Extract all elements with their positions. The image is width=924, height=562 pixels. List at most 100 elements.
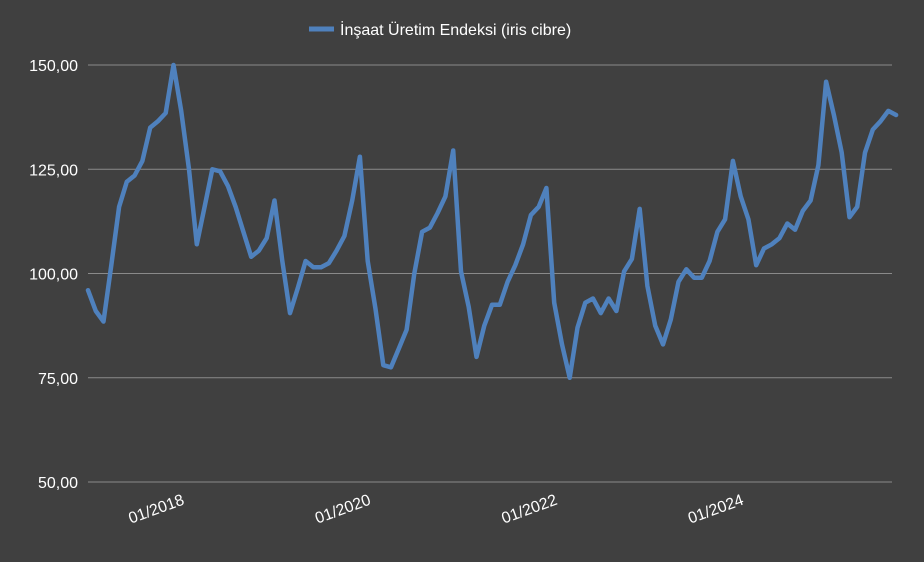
data-point <box>700 276 704 280</box>
data-point <box>739 194 743 198</box>
data-point <box>241 230 245 234</box>
data-point <box>366 259 370 263</box>
data-point <box>715 230 719 234</box>
data-point <box>762 247 766 251</box>
data-point <box>645 284 649 288</box>
data-point <box>778 236 782 240</box>
data-point <box>848 215 852 219</box>
data-point <box>420 230 424 234</box>
data-point <box>816 163 820 167</box>
data-point <box>109 263 113 267</box>
data-point <box>342 234 346 238</box>
y-tick-label: 100,00 <box>29 267 78 284</box>
data-point <box>708 259 712 263</box>
data-point <box>746 217 750 221</box>
data-point <box>94 309 98 313</box>
y-tick-label: 125,00 <box>29 162 78 179</box>
data-point <box>397 347 401 351</box>
data-point <box>521 242 525 246</box>
data-point <box>871 128 875 132</box>
x-tick-label: 01/2018 <box>126 492 186 528</box>
data-point <box>513 263 517 267</box>
data-point <box>249 255 253 259</box>
data-point <box>568 376 572 380</box>
data-point <box>164 111 168 115</box>
data-point <box>677 280 681 284</box>
data-point <box>537 205 541 209</box>
data-point <box>754 263 758 267</box>
data-point <box>809 199 813 203</box>
data-point <box>405 328 409 332</box>
data-point <box>86 288 90 292</box>
data-point <box>544 186 548 190</box>
data-point <box>156 119 160 123</box>
data-point <box>793 228 797 232</box>
data-point <box>692 276 696 280</box>
data-point <box>638 207 642 211</box>
data-point <box>467 305 471 309</box>
data-point <box>886 109 890 113</box>
data-point <box>381 363 385 367</box>
x-tick-label: 01/2024 <box>686 492 746 528</box>
data-point <box>304 259 308 263</box>
data-point <box>428 226 432 230</box>
data-point <box>117 205 121 209</box>
data-point <box>630 257 634 261</box>
data-point <box>475 355 479 359</box>
data-point <box>653 324 657 328</box>
data-point <box>412 272 416 276</box>
data-point <box>560 342 564 346</box>
data-point <box>490 303 494 307</box>
data-point <box>832 113 836 117</box>
series-layer <box>85 62 899 381</box>
data-point <box>218 169 222 173</box>
y-axis-ticks: 50,00 75,00 100,00 125,00 150,00 <box>29 58 78 492</box>
data-point <box>195 242 199 246</box>
data-point <box>879 119 883 123</box>
data-point <box>280 259 284 263</box>
x-tick-label: 01/2022 <box>499 492 559 528</box>
data-point <box>257 249 261 253</box>
y-tick-label: 150,00 <box>29 58 78 75</box>
data-point <box>591 297 595 301</box>
data-point <box>863 151 867 155</box>
data-point <box>723 217 727 221</box>
data-point <box>327 261 331 265</box>
data-point <box>599 311 603 315</box>
legend-label: İnşaat Üretim Endeksi (iris cibre) <box>340 20 571 39</box>
data-point <box>529 213 533 217</box>
data-point <box>288 311 292 315</box>
data-point <box>770 242 774 246</box>
data-point <box>319 265 323 269</box>
data-point <box>614 309 618 313</box>
data-point <box>374 307 378 311</box>
data-point <box>140 159 144 163</box>
legend: İnşaat Üretim Endeksi (iris cibre) <box>309 20 571 39</box>
data-point <box>389 365 393 369</box>
data-point <box>273 199 277 203</box>
data-point <box>436 211 440 215</box>
data-point <box>684 267 688 271</box>
data-point <box>203 205 207 209</box>
data-point <box>133 174 137 178</box>
data-point <box>296 286 300 290</box>
data-point <box>350 199 354 203</box>
data-point <box>622 269 626 273</box>
data-point <box>583 301 587 305</box>
data-point <box>607 297 611 301</box>
data-point <box>311 265 315 269</box>
data-point <box>855 205 859 209</box>
data-point <box>661 342 665 346</box>
data-point <box>187 167 191 171</box>
data-point <box>552 301 556 305</box>
series-line <box>85 62 899 381</box>
data-point <box>506 280 510 284</box>
data-point <box>840 151 844 155</box>
data-point <box>801 209 805 213</box>
data-point <box>358 155 362 159</box>
data-point <box>335 249 339 253</box>
data-point <box>102 320 106 324</box>
gridlines <box>88 64 892 483</box>
